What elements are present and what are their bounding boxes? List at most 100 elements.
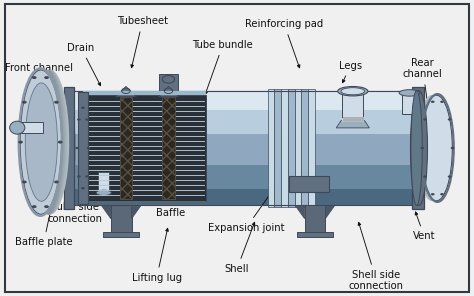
Bar <box>98 172 109 193</box>
Ellipse shape <box>9 121 25 134</box>
Bar <box>111 205 132 232</box>
Bar <box>69 91 417 205</box>
Ellipse shape <box>33 70 66 214</box>
Circle shape <box>423 176 427 178</box>
Text: Tube side
connection: Tube side connection <box>48 163 103 223</box>
Bar <box>343 117 364 122</box>
Bar <box>295 89 301 207</box>
Bar <box>412 87 424 209</box>
Bar <box>69 149 417 154</box>
Bar <box>343 117 364 122</box>
Polygon shape <box>132 205 141 219</box>
Circle shape <box>87 147 91 149</box>
Bar <box>69 102 417 106</box>
Bar <box>281 89 288 207</box>
Polygon shape <box>116 86 137 97</box>
Bar <box>289 176 329 192</box>
Bar <box>69 181 417 186</box>
Text: Vent: Vent <box>413 212 436 241</box>
Bar <box>274 89 281 207</box>
Circle shape <box>54 181 59 184</box>
Text: Rear
channel: Rear channel <box>403 58 443 106</box>
Text: Tube bundle: Tube bundle <box>192 40 253 94</box>
Bar <box>69 130 417 134</box>
Polygon shape <box>158 86 179 97</box>
Ellipse shape <box>35 70 61 214</box>
Circle shape <box>81 107 85 109</box>
Ellipse shape <box>420 95 452 201</box>
Text: Baffle: Baffle <box>156 186 188 218</box>
Bar <box>69 114 417 118</box>
Bar <box>64 87 74 209</box>
Ellipse shape <box>411 91 422 205</box>
Ellipse shape <box>423 95 447 201</box>
Text: Tubesheet: Tubesheet <box>117 16 168 68</box>
Ellipse shape <box>399 90 420 96</box>
Circle shape <box>77 118 81 121</box>
Circle shape <box>448 118 452 120</box>
Bar <box>69 157 417 162</box>
Circle shape <box>32 205 36 208</box>
Polygon shape <box>101 205 111 219</box>
Ellipse shape <box>34 70 64 214</box>
Circle shape <box>85 118 89 121</box>
Bar <box>83 201 206 205</box>
Circle shape <box>431 101 435 103</box>
Bar <box>162 97 174 199</box>
Ellipse shape <box>20 70 62 214</box>
Bar <box>120 97 132 199</box>
Ellipse shape <box>419 95 447 201</box>
Bar <box>120 97 132 199</box>
Bar <box>308 89 315 207</box>
Ellipse shape <box>34 70 64 214</box>
Bar <box>342 91 363 122</box>
Bar <box>69 193 417 197</box>
Text: Shell side
connection: Shell side connection <box>349 222 404 291</box>
Text: Expansion joint: Expansion joint <box>208 181 285 233</box>
Bar <box>69 189 417 194</box>
Text: Shell: Shell <box>225 222 255 274</box>
Ellipse shape <box>31 70 69 214</box>
Polygon shape <box>295 205 305 219</box>
Bar <box>83 91 206 95</box>
Ellipse shape <box>423 95 447 201</box>
Ellipse shape <box>337 86 368 96</box>
Text: Drain: Drain <box>67 43 100 86</box>
Circle shape <box>448 176 452 178</box>
Ellipse shape <box>421 95 447 201</box>
Circle shape <box>440 101 444 103</box>
Bar <box>342 118 363 122</box>
Bar <box>343 117 364 121</box>
Bar <box>69 126 417 130</box>
Circle shape <box>75 147 79 149</box>
Circle shape <box>54 101 59 104</box>
Ellipse shape <box>417 95 447 201</box>
Circle shape <box>44 205 49 208</box>
Ellipse shape <box>96 190 111 195</box>
Ellipse shape <box>32 70 67 214</box>
Bar <box>83 95 206 201</box>
Ellipse shape <box>422 95 447 201</box>
Ellipse shape <box>341 88 365 95</box>
Circle shape <box>18 141 23 144</box>
Text: Reinforcing pad: Reinforcing pad <box>245 19 323 68</box>
Bar <box>69 153 417 158</box>
Bar <box>69 118 417 122</box>
Bar <box>103 232 139 237</box>
Bar <box>69 197 417 202</box>
Ellipse shape <box>420 95 447 201</box>
Circle shape <box>81 187 85 189</box>
Bar <box>305 205 325 232</box>
Bar <box>69 173 417 178</box>
Circle shape <box>440 193 444 195</box>
Text: Legs: Legs <box>339 60 362 83</box>
Bar <box>159 74 178 91</box>
Bar <box>69 138 417 142</box>
Ellipse shape <box>33 70 65 214</box>
Bar <box>288 89 295 207</box>
Ellipse shape <box>419 95 447 201</box>
Bar <box>69 161 417 166</box>
Ellipse shape <box>32 70 67 214</box>
Ellipse shape <box>418 95 447 201</box>
Bar <box>69 169 417 174</box>
